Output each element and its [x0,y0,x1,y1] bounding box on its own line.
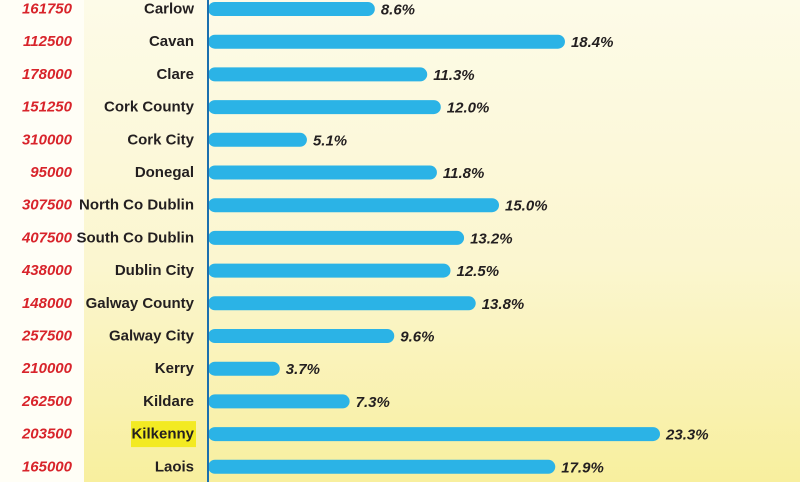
category-label: Kildare [143,393,194,410]
value-label: 15.0% [505,198,548,215]
price-label: 262500 [21,393,73,410]
price-label: 438000 [21,262,73,279]
price-label: 210000 [21,360,73,377]
value-label: 8.6% [381,2,415,19]
value-label: 13.2% [470,230,513,247]
value-label: 5.1% [313,132,347,149]
category-label: Laois [155,458,194,475]
value-label: 7.3% [356,394,390,411]
category-label: Carlow [144,1,194,18]
value-label: 9.6% [400,329,434,346]
category-label: Galway City [109,328,195,345]
category-label: Clare [156,66,194,83]
value-label: 11.8% [443,165,484,182]
category-label: North Co Dublin [79,197,194,214]
value-label: 17.9% [561,459,604,476]
bar-cavan [208,34,565,49]
bar-kildare [208,394,350,409]
category-label: Dublin City [115,262,195,279]
price-label: 310000 [22,131,73,148]
bar-south-co-dublin [208,230,465,245]
category-label: Galway County [86,295,195,312]
bar-donegal [208,165,437,180]
category-label: Kerry [155,360,195,377]
category-label: Donegal [135,164,194,181]
price-label: 112500 [23,33,73,50]
bar-galway-city [208,329,395,343]
category-label: Kilkenny [131,426,194,443]
price-label: 307500 [22,197,73,214]
price-label: 165000 [22,458,73,475]
price-label: 148000 [22,295,73,312]
category-label: South Co Dublin [77,229,194,246]
value-label: 12.0% [447,100,490,117]
bar-cork-city [208,132,307,147]
category-label: Cavan [149,33,194,50]
price-column-background [0,0,84,482]
price-label: 161750 [22,1,73,18]
category-label: Cork County [104,99,195,116]
price-label: 95000 [30,164,72,181]
value-label: 13.8% [482,296,525,313]
bar-carlow [208,2,375,16]
price-label: 151250 [22,99,73,116]
bar-kerry [208,361,280,376]
bar-clare [208,67,428,82]
bar-galway-county [208,296,476,311]
bar-dublin-city [208,263,451,278]
bar-north-co-dublin [208,198,499,213]
category-label: Cork City [127,131,194,148]
bar-cork-county [208,100,441,115]
highlight-marker [131,421,196,448]
value-label: 12.5% [457,263,500,280]
value-label: 3.7% [286,361,320,378]
value-label: 11.3% [433,67,474,84]
price-label: 203500 [21,426,73,443]
price-label: 407500 [21,229,73,246]
value-label: 18.4% [571,34,614,51]
bar-kilkenny [208,427,661,442]
bar-laois [208,459,556,474]
price-label: 178000 [22,66,73,83]
price-label: 257500 [21,328,73,345]
value-label: 23.3% [665,427,709,444]
